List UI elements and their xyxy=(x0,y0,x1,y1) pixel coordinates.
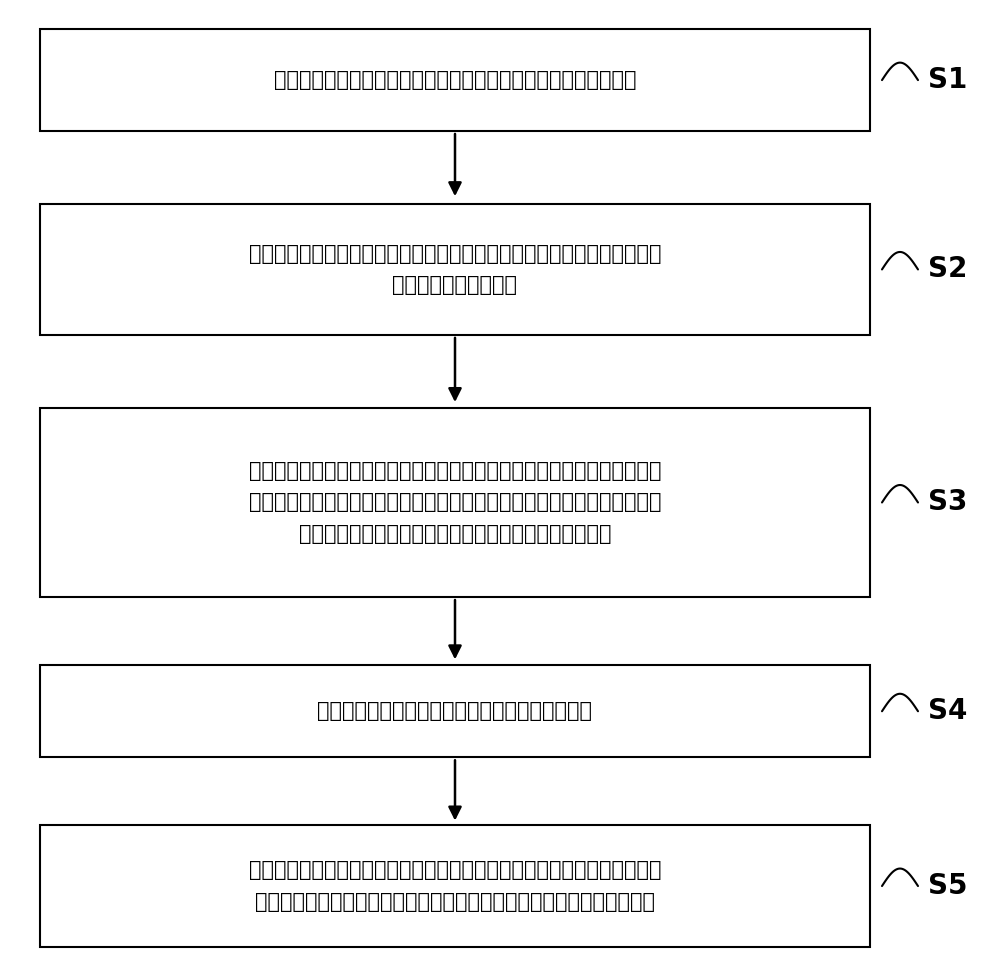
FancyBboxPatch shape xyxy=(40,408,870,597)
Text: S3: S3 xyxy=(928,488,967,517)
FancyBboxPatch shape xyxy=(40,825,870,947)
FancyBboxPatch shape xyxy=(40,29,870,131)
Text: S2: S2 xyxy=(928,255,967,284)
Text: S4: S4 xyxy=(928,697,967,725)
FancyBboxPatch shape xyxy=(40,665,870,757)
Text: 根据业务办理请求，进行身份核实，核实后按照预约排队规则处理受理大厅
现场排队和网上预约排队的预约顺序，完成业务办理请求对应的业务办理: 根据业务办理请求，进行身份核实，核实后按照预约排队规则处理受理大厅 现场排队和网… xyxy=(249,860,661,912)
Text: 在预约界面，获取用户的预约请求，预约请求包括选择的预约事项: 在预约界面，获取用户的预约请求，预约请求包括选择的预约事项 xyxy=(274,70,636,90)
Text: 根据预约号，获取用户在受理大厅的业务办理请求: 根据预约号，获取用户在受理大厅的业务办理请求 xyxy=(317,701,592,721)
Text: 根据用户的预约请求，获取用户的预约信息，预约信息包括预约时间、预约
需求和用户的个人信息: 根据用户的预约请求，获取用户的预约信息，预约信息包括预约时间、预约 需求和用户的… xyxy=(249,244,661,295)
Text: S5: S5 xyxy=(928,872,968,900)
FancyBboxPatch shape xyxy=(40,204,870,335)
Text: 获取当前时间段受理大厅的现场排队流量，结合用户的预约信息，通过预约
动态调剂方法进行排队预约，生成预约号和预约订单短信信息，并将用户的
预约信息同步到受理大厅的: 获取当前时间段受理大厅的现场排队流量，结合用户的预约信息，通过预约 动态调剂方法… xyxy=(249,461,661,544)
Text: S1: S1 xyxy=(928,66,967,94)
